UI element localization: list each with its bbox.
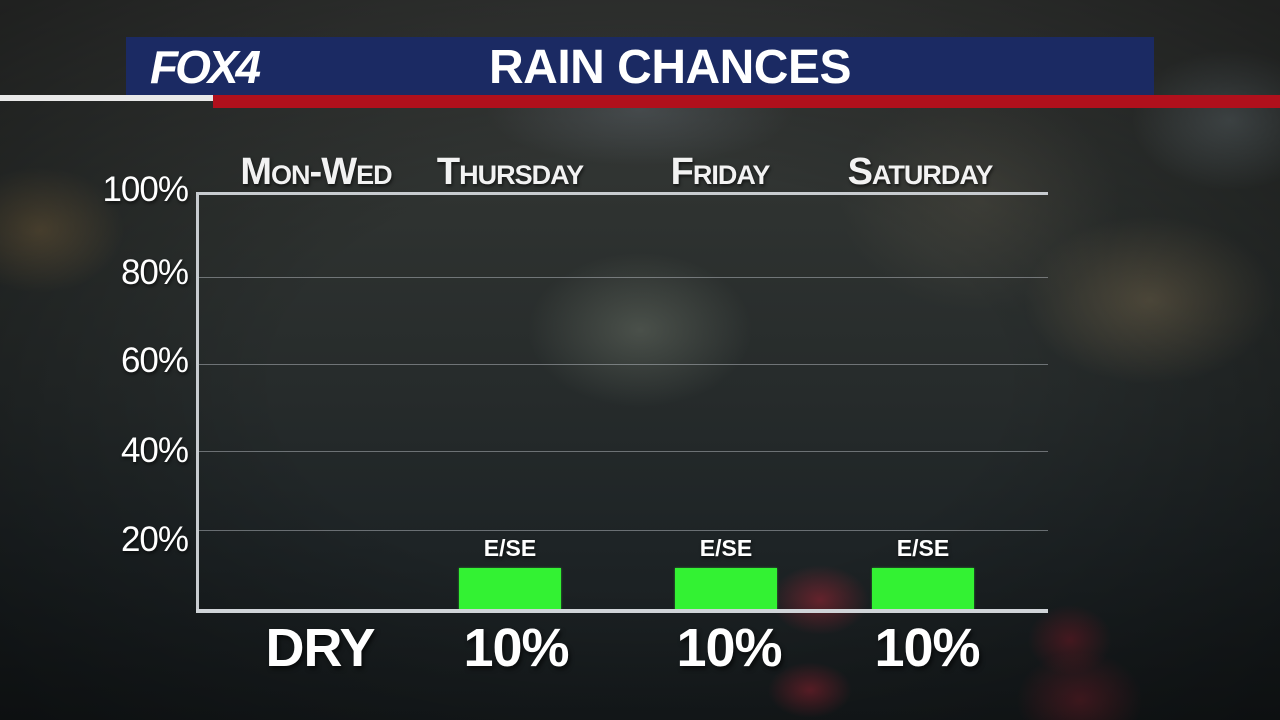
y-tick-60: 60% [120,341,189,380]
fox4-logo: FOX4 [150,41,261,93]
gridline-80 [198,277,1048,278]
bar-label-friday: E/SE [699,535,753,561]
page-title: RAIN CHANCES [488,41,852,94]
y-tick-20: 20% [120,520,189,559]
bar-friday [675,568,777,610]
header-red-stripe [213,95,1280,108]
gridline-20 [198,530,1048,531]
category-label-thursday: Thursday [436,151,584,193]
y-tick-40: 40% [120,431,189,470]
header-banner [126,37,1154,95]
category-label-mon-wed: Mon-Wed [240,151,392,193]
bar-saturday [872,568,974,610]
bar-label-thursday: E/SE [483,535,537,561]
value-label-mon-wed: DRY [265,618,375,678]
bar-thursday [459,568,561,610]
category-label-saturday: Saturday [847,151,994,193]
x-axis-line [196,609,1048,613]
y-axis-line [196,192,199,613]
gridline-60 [198,364,1048,365]
y-tick-80: 80% [120,253,189,292]
bar-label-saturday: E/SE [896,535,950,561]
value-label-thursday: 10% [463,618,569,678]
gridline-40 [198,451,1048,452]
chart-top-line [198,192,1048,195]
y-tick-100: 100% [102,170,189,209]
category-label-friday: Friday [670,151,771,193]
header-white-stripe [0,95,213,101]
value-label-saturday: 10% [874,618,980,678]
value-label-friday: 10% [676,618,782,678]
